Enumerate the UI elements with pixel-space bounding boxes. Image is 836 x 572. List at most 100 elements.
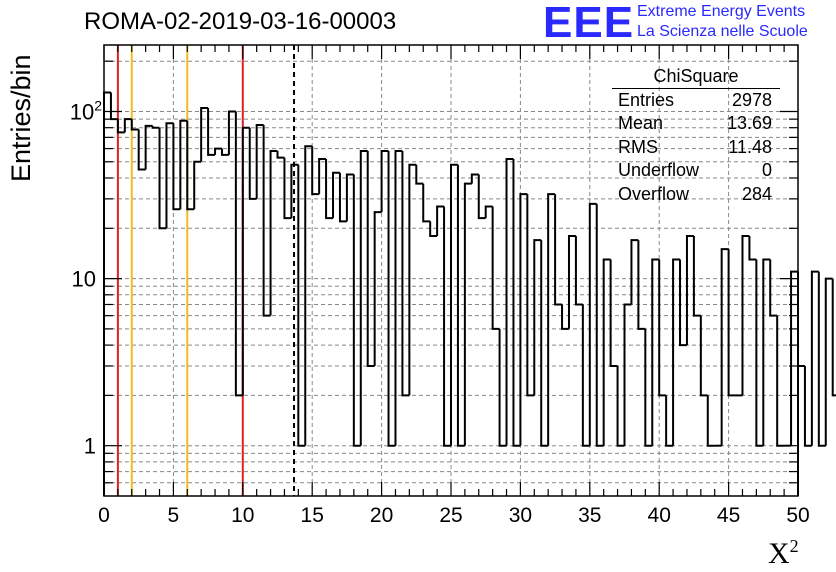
stats-label: RMS: [618, 136, 658, 157]
histogram-bin: [318, 157, 327, 195]
histogram-bin: [276, 151, 285, 159]
y-tick-label: 10: [72, 267, 96, 292]
histogram-bin: [519, 193, 528, 446]
histogram-bin: [234, 111, 243, 397]
histogram-bin: [533, 239, 542, 396]
stats-value: 284: [741, 183, 772, 204]
histogram-bin: [658, 259, 667, 397]
histogram-bin: [644, 328, 653, 447]
y-axis-label: Entries/bin: [6, 54, 36, 182]
histogram-bin: [651, 258, 660, 446]
histogram-bin: [602, 258, 611, 446]
histogram-bin: [401, 151, 410, 397]
histogram-bin: [831, 278, 836, 397]
stats-title: ChiSquare: [612, 64, 780, 89]
histogram-bin: [623, 303, 632, 446]
stats-box: ChiSquare Entries 2978 Mean 13.69 RMS 11…: [612, 64, 780, 206]
histogram-bin: [665, 395, 674, 447]
x-tick-label: 0: [98, 504, 110, 527]
histogram-bin: [762, 258, 771, 446]
histogram-bin: [248, 127, 257, 200]
histogram-bin: [408, 163, 417, 396]
histogram-bin: [359, 150, 368, 446]
histogram-bin: [637, 240, 646, 330]
histogram-bin: [179, 119, 188, 210]
histogram-bin: [422, 183, 431, 223]
histogram-bin: [380, 150, 389, 213]
histogram-bin: [415, 164, 424, 185]
histogram-bin: [769, 259, 778, 317]
histogram-bin: [109, 92, 118, 121]
histogram-bin: [443, 206, 451, 447]
histogram-bin: [776, 315, 785, 447]
histogram-bin: [262, 125, 271, 317]
histogram-bin: [609, 259, 618, 367]
histogram-bin: [214, 147, 222, 155]
histogram-bin: [706, 395, 715, 447]
x-tick-label: 20: [370, 504, 393, 527]
x-tick-label: 50: [786, 504, 809, 527]
histogram-bin: [227, 110, 236, 155]
histogram-bin: [123, 118, 132, 133]
stats-row-entries: Entries 2978: [612, 89, 780, 112]
histogram-bin: [338, 172, 347, 223]
histogram-bin: [220, 148, 229, 156]
histogram-layer: [103, 91, 836, 496]
histogram-bin: [512, 158, 521, 447]
histogram-bin: [554, 194, 563, 306]
histogram-bin: [755, 259, 764, 447]
stats-row-rms: RMS 11.48: [612, 136, 780, 159]
histogram-bin: [366, 151, 375, 367]
histogram-bin: [797, 271, 805, 367]
stats-label: Underflow: [618, 160, 700, 181]
x-tick-label: 5: [168, 504, 180, 527]
histogram-bin: [144, 124, 153, 170]
x-tick-label: 35: [578, 504, 601, 527]
histogram-bin: [817, 271, 826, 447]
histogram-bin: [130, 119, 139, 131]
histogram-bin: [137, 129, 146, 171]
histogram-bin: [436, 205, 445, 236]
x-tick-label: 15: [301, 504, 324, 527]
marker-layer: [116, 45, 296, 496]
histogram-bin: [574, 235, 583, 306]
logo-subtitle-2: La Scienza nelle Scuole: [637, 23, 808, 40]
histogram-bin: [283, 157, 292, 220]
histogram-bin: [588, 202, 597, 446]
histogram-bin: [387, 151, 396, 447]
histogram-bin: [200, 106, 209, 162]
histogram-bin: [748, 235, 757, 261]
histogram-bin: [269, 150, 278, 316]
eee-logo: EEE: [543, 0, 635, 47]
histogram-bin: [255, 124, 264, 199]
histogram-bin: [193, 160, 202, 210]
histogram-bin: [630, 239, 639, 305]
stats-value: 0: [761, 160, 772, 181]
x-tick-label: 25: [439, 504, 462, 527]
histogram-bin: [456, 164, 465, 447]
stats-row-underflow: Underflow 0: [612, 159, 780, 182]
histogram-bin: [491, 206, 500, 330]
x-tick-label: 45: [717, 504, 740, 527]
histogram-bin: [325, 158, 334, 220]
histogram-bin: [352, 174, 361, 447]
histogram-bin: [741, 234, 750, 396]
histogram-bin: [581, 304, 590, 447]
histogram-bin: [394, 150, 403, 446]
histogram-bin: [526, 194, 535, 397]
histogram-bin: [685, 234, 694, 346]
stats-row-mean: Mean 13.69: [612, 112, 780, 135]
histogram-bin: [450, 163, 458, 446]
histogram-bin: [547, 193, 556, 446]
histogram-bin: [158, 127, 167, 230]
histogram-bin: [116, 119, 125, 134]
histogram-bin: [429, 221, 438, 237]
histogram-bin: [505, 157, 514, 446]
histogram-bin: [699, 315, 708, 397]
stats-label: Entries: [618, 90, 675, 110]
histogram-bin: [463, 182, 472, 446]
histogram-bin: [484, 205, 493, 219]
histogram-bin: [824, 277, 833, 446]
histogram-bin: [595, 203, 604, 447]
